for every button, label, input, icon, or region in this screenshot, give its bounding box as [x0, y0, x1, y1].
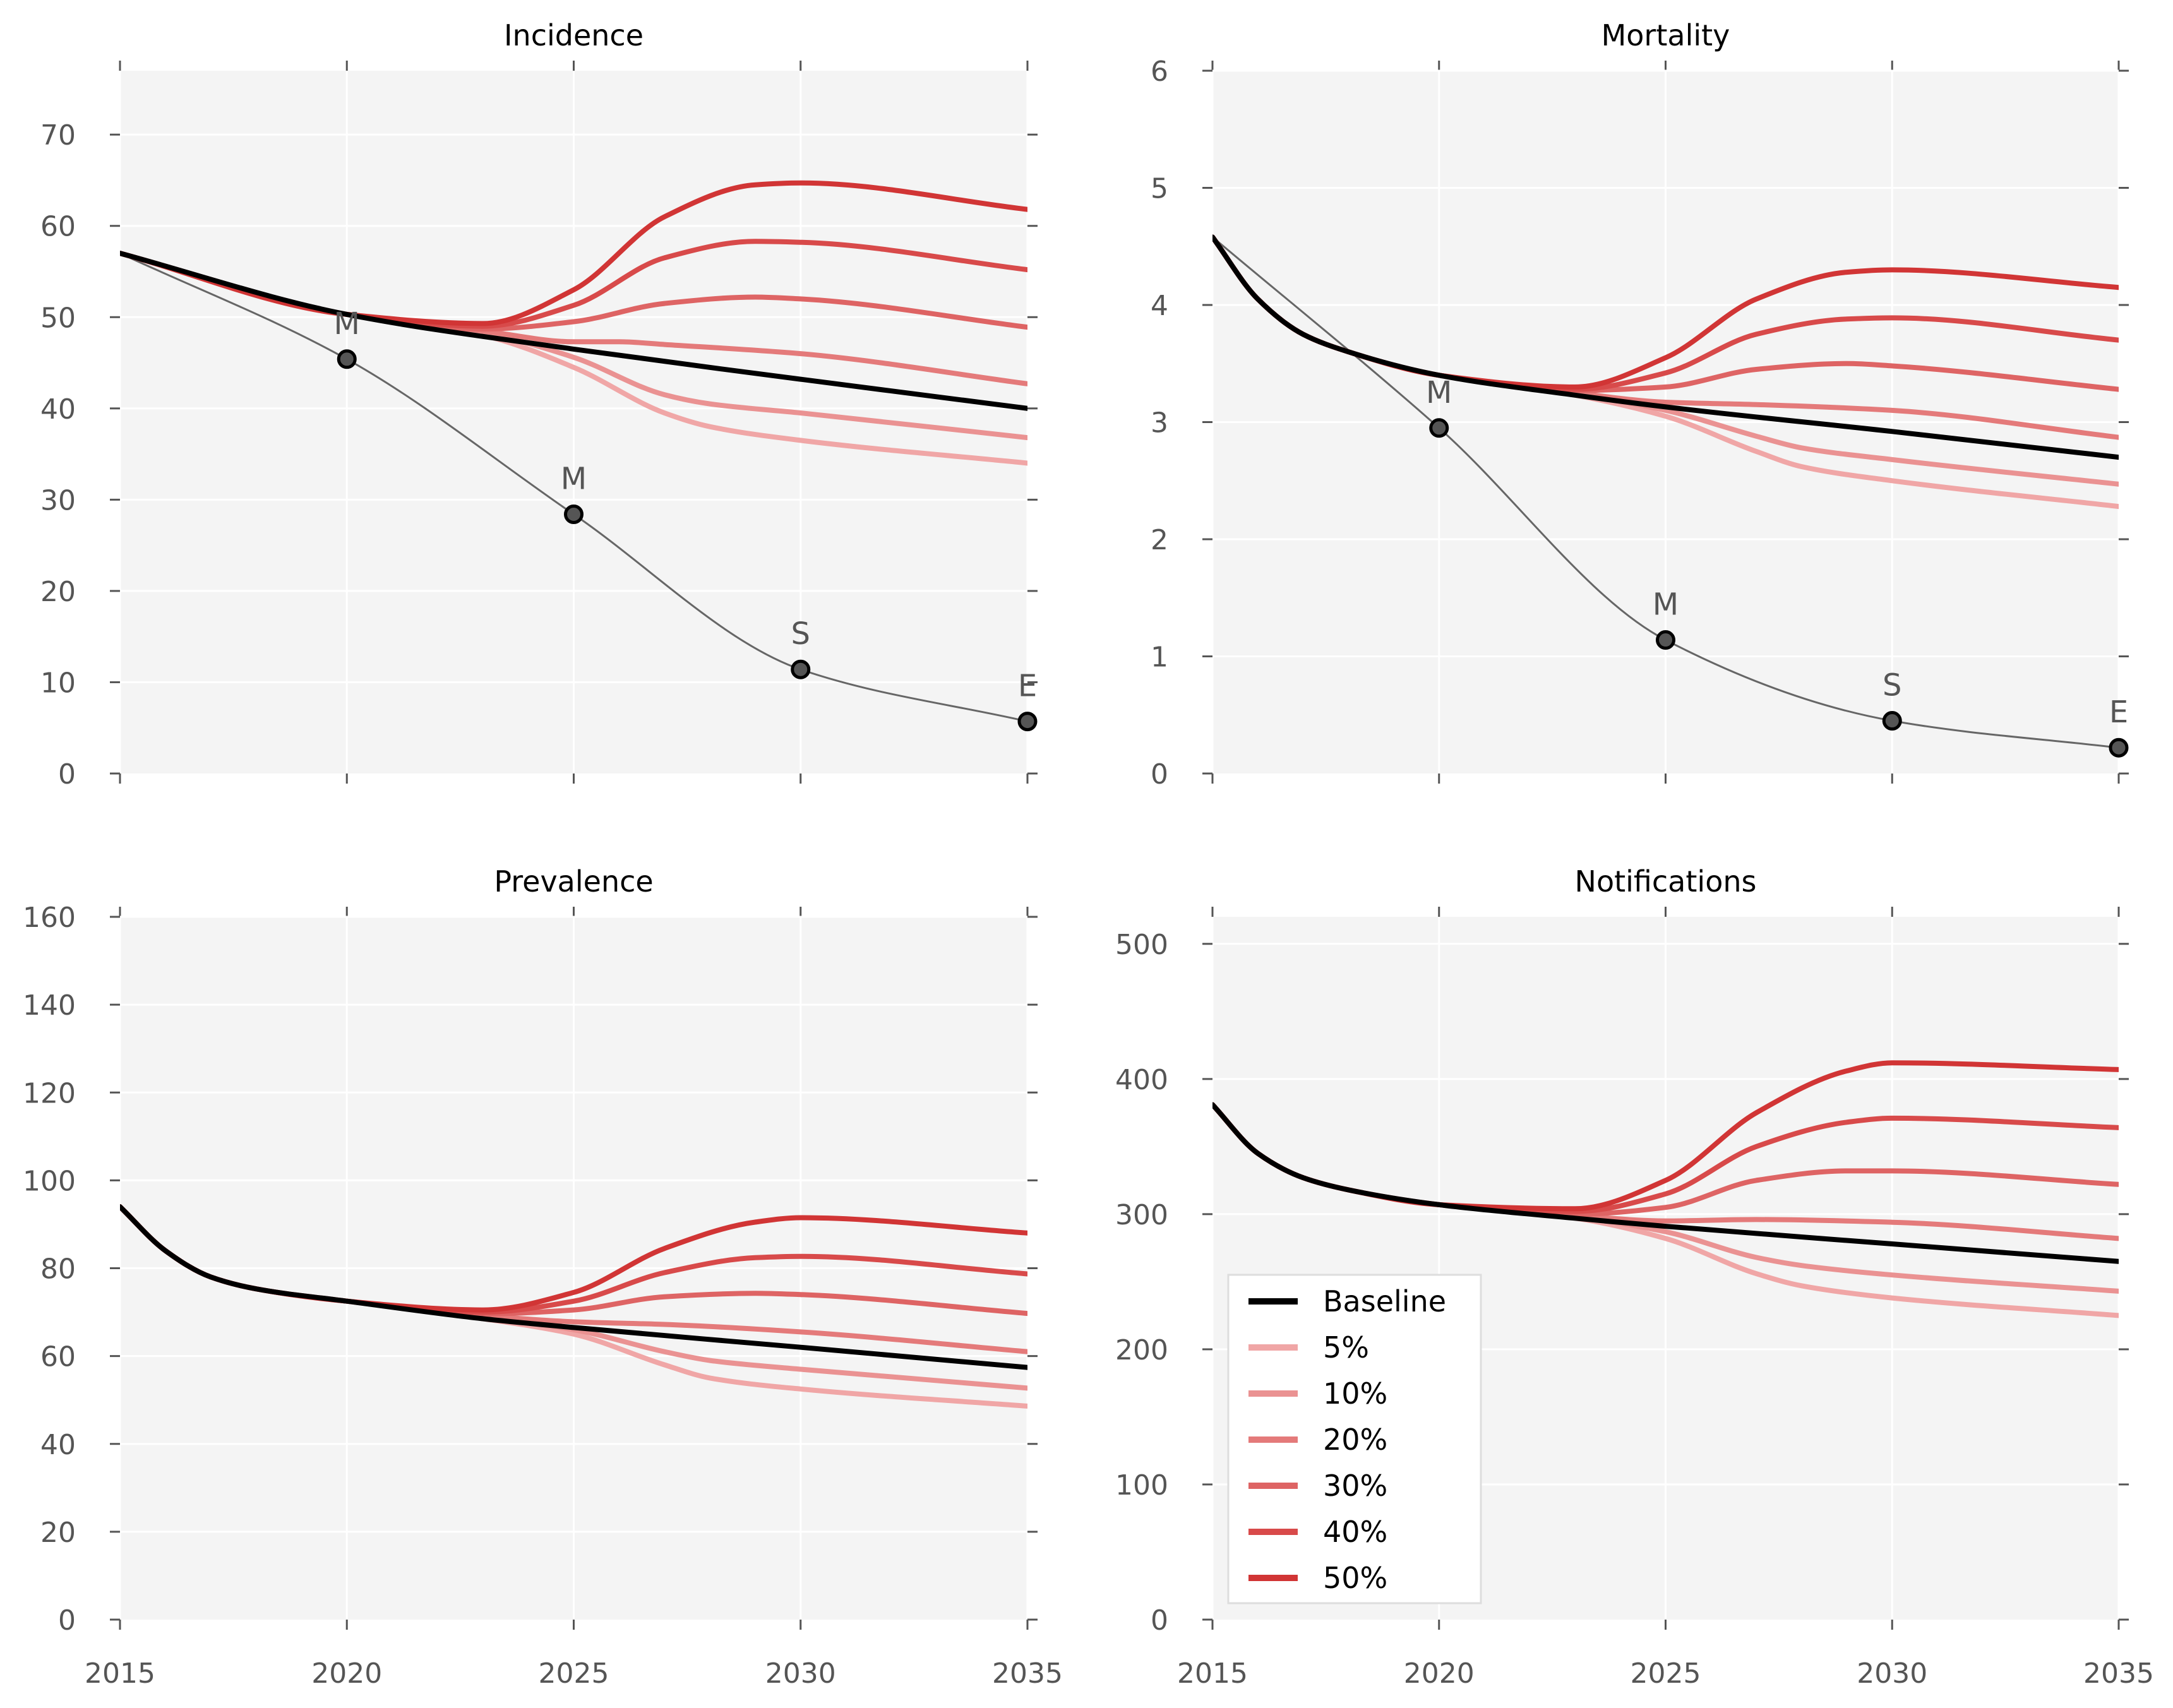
y-tick-label: 5: [1151, 173, 1168, 205]
x-tick-label: 2025: [539, 1657, 609, 1690]
y-tick-label: 70: [40, 119, 76, 152]
y-tick-label: 140: [23, 989, 76, 1022]
y-tick-label: 300: [1115, 1199, 1168, 1231]
legend-item: 10%: [1248, 1377, 1387, 1411]
series-group: [120, 180, 1027, 723]
legend-label: Baseline: [1323, 1284, 1446, 1318]
legend-label: 20%: [1323, 1423, 1387, 1457]
y-tick-label: 0: [58, 758, 76, 791]
y-tick-label: 20: [40, 1517, 76, 1549]
target-label: M: [1426, 375, 1452, 410]
legend-item: 40%: [1248, 1515, 1387, 1549]
x-tick-label: 2015: [85, 1657, 155, 1690]
y-tick-label: 1: [1151, 642, 1168, 674]
y-tick-label: 120: [23, 1077, 76, 1109]
legend-label: 50%: [1323, 1561, 1387, 1595]
y-tick-label: 0: [1151, 758, 1168, 791]
x-tick-label: 2015: [1177, 1657, 1248, 1690]
panel-notifications: 2015 2020 2025 2030 2035 0 100 200 300 400 500 Noti…: [1115, 864, 2154, 1690]
y-tick-label: 400: [1115, 1064, 1168, 1096]
x-tick-label: 2030: [1857, 1657, 1927, 1690]
target-marker: [1882, 711, 1902, 731]
y-tick-label: 30: [40, 484, 76, 517]
y-tick-label: 4: [1151, 290, 1168, 322]
y-tick-label: 60: [40, 211, 76, 243]
x-tick-label: 2020: [311, 1657, 382, 1690]
panel-mortality: 0 1 2 3 4 5 6 Mortality M M S E: [1151, 18, 2129, 791]
baseline-line: [120, 251, 1027, 411]
target-label: S: [791, 616, 810, 652]
series-group: [1212, 234, 2119, 749]
y-tick-label: 3: [1151, 407, 1168, 439]
y-tick-label: 10: [40, 667, 76, 699]
x-tick-label: 2035: [992, 1657, 1063, 1690]
target-marker: [2109, 738, 2129, 758]
series-group: [1212, 1060, 2119, 1318]
target-label: E: [1018, 669, 1037, 704]
y-tick-label: 50: [40, 302, 76, 334]
y-tick-label: 80: [40, 1253, 76, 1286]
baseline-line: [1212, 234, 2119, 460]
legend-item: 50%: [1248, 1561, 1387, 1595]
legend: Baseline 5% 10% 20% 30% 40% 50%: [1227, 1274, 1482, 1604]
target-label: M: [561, 461, 587, 496]
chart-title: Incidence: [504, 18, 644, 52]
target-marker: [1429, 418, 1449, 438]
y-tick-label: 40: [40, 393, 76, 426]
y-tick-label: 500: [1115, 929, 1168, 961]
target-label: S: [1883, 668, 1901, 703]
legend-label: 10%: [1323, 1377, 1387, 1411]
target-marker: [791, 659, 811, 679]
y-tick-label: 0: [58, 1604, 76, 1637]
series-group: [120, 1204, 1027, 1409]
y-tick-label: 6: [1151, 56, 1168, 88]
chart-title: Prevalence: [494, 864, 653, 899]
legend-item: Baseline: [1248, 1284, 1446, 1318]
y-tick-label: 200: [1115, 1334, 1168, 1366]
y-tick-label: 60: [40, 1341, 76, 1373]
baseline-line: [120, 1204, 1027, 1370]
legend-item: 20%: [1248, 1423, 1387, 1457]
target-marker: [1017, 712, 1038, 732]
legend-label: 30%: [1323, 1469, 1387, 1503]
legend-item: 5%: [1248, 1330, 1369, 1365]
legend-label: 40%: [1323, 1515, 1387, 1549]
x-tick-label: 2025: [1631, 1657, 1701, 1690]
panel-incidence: 0 10 20 30 40 50 60 70 Incidence M M S E: [40, 18, 1038, 791]
target-label: M: [334, 306, 360, 342]
y-tick-label: 40: [40, 1429, 76, 1461]
target-label: E: [2109, 695, 2128, 730]
y-tick-label: 160: [23, 902, 76, 934]
baseline-line: [1212, 1102, 2119, 1264]
target-marker: [1656, 630, 1675, 650]
target-marker: [564, 504, 584, 524]
y-tick-label: 100: [23, 1165, 76, 1197]
target-label: M: [1653, 587, 1679, 623]
legend-item: 30%: [1248, 1469, 1387, 1503]
target-line: [1212, 236, 2119, 749]
y-tick-label: 2: [1151, 524, 1168, 556]
target-marker: [337, 349, 357, 369]
y-tick-label: 20: [40, 576, 76, 608]
x-tick-label: 2035: [2083, 1657, 2154, 1690]
x-tick-label: 2030: [765, 1657, 836, 1690]
x-tick-label: 2020: [1404, 1657, 1475, 1690]
chart-title: Notifications: [1575, 864, 1757, 899]
panel-prevalence: 2015 2020 2025 2030 2035 0 20 40 60 80 100 120 140 16…: [23, 864, 1063, 1690]
legend-label: 5%: [1323, 1330, 1369, 1365]
y-tick-label: 100: [1115, 1469, 1168, 1502]
chart-title: Mortality: [1601, 18, 1730, 52]
y-tick-label: 0: [1151, 1604, 1168, 1637]
